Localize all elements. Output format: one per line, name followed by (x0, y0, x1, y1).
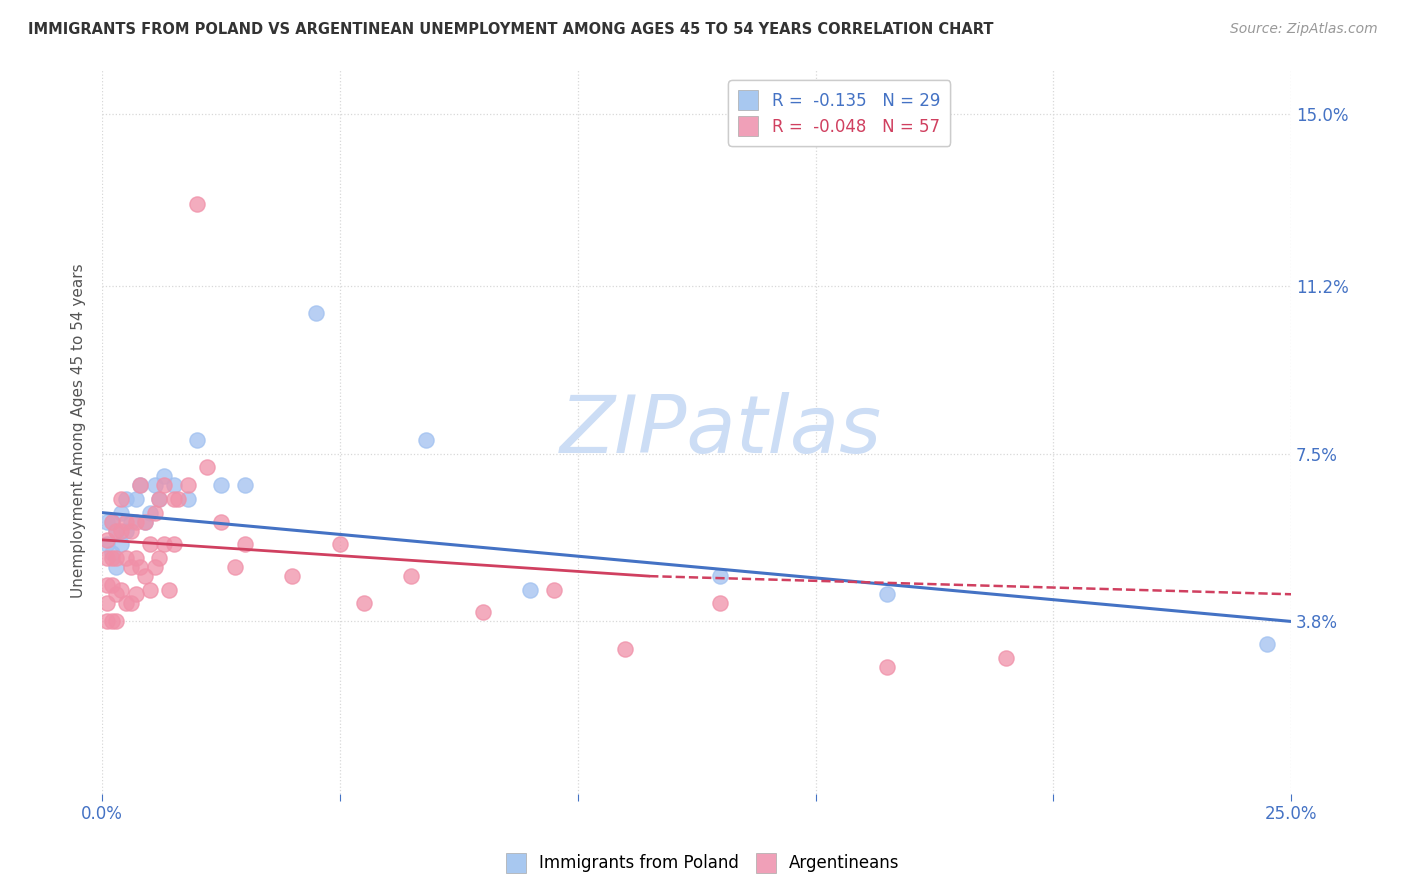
Point (876, 660, 898, 674)
Point (100, 551, 122, 566)
Point (471, 606, 494, 620)
Point (124, 492, 146, 507)
Point (157, 582, 180, 597)
Point (709, 596, 731, 610)
Point (115, 515, 138, 529)
Point (543, 582, 565, 597)
Text: IMMIGRANTS FROM POLAND VS ARGENTINEAN UNEMPLOYMENT AMONG AGES 45 TO 54 YEARS COR: IMMIGRANTS FROM POLAND VS ARGENTINEAN UN… (28, 22, 994, 37)
Point (162, 478, 184, 492)
Point (129, 478, 152, 492)
Point (329, 537, 352, 551)
Point (115, 551, 138, 566)
Point (100, 515, 122, 529)
Point (139, 582, 162, 597)
Point (148, 551, 170, 566)
Point (709, 569, 731, 583)
Point (100, 615, 122, 629)
Point (153, 537, 176, 551)
Point (96, 537, 118, 551)
Point (96, 578, 118, 592)
Point (100, 578, 122, 592)
Point (994, 650, 1017, 665)
Point (209, 515, 232, 529)
Y-axis label: Unemployment Among Ages 45 to 54 years: Unemployment Among Ages 45 to 54 years (72, 264, 86, 599)
Point (134, 515, 156, 529)
Point (519, 582, 541, 597)
Point (115, 524, 138, 538)
Point (105, 560, 128, 574)
Point (110, 582, 132, 597)
Point (139, 506, 162, 520)
Point (153, 478, 176, 492)
Point (134, 569, 156, 583)
Point (120, 524, 142, 538)
Point (186, 197, 208, 211)
Point (415, 433, 437, 447)
Point (233, 537, 256, 551)
Point (96, 596, 118, 610)
Point (105, 551, 128, 566)
Point (134, 515, 156, 529)
Point (96, 515, 118, 529)
Point (209, 478, 232, 492)
Point (233, 478, 256, 492)
Point (143, 560, 166, 574)
Point (1256, 637, 1278, 651)
Point (120, 515, 142, 529)
Point (105, 587, 128, 601)
Point (96, 533, 118, 547)
Point (162, 492, 184, 507)
Point (224, 560, 246, 574)
Point (124, 587, 146, 601)
Point (129, 560, 152, 574)
Point (110, 506, 132, 520)
Point (100, 515, 122, 529)
Point (153, 469, 176, 483)
Point (120, 596, 142, 610)
Point (115, 492, 138, 507)
Point (110, 537, 132, 551)
Point (139, 537, 162, 551)
Point (614, 641, 637, 656)
Point (105, 524, 128, 538)
Text: ZIPatlas: ZIPatlas (560, 392, 882, 470)
Point (148, 492, 170, 507)
Point (115, 596, 138, 610)
Point (110, 492, 132, 507)
Point (143, 478, 166, 492)
Point (96, 615, 118, 629)
Point (124, 515, 146, 529)
Point (96, 551, 118, 566)
Point (305, 306, 328, 320)
Point (162, 537, 184, 551)
Point (120, 560, 142, 574)
Point (110, 524, 132, 538)
Point (186, 433, 208, 447)
Point (148, 492, 170, 507)
Point (105, 615, 128, 629)
Legend: Immigrants from Poland, Argentineans: Immigrants from Poland, Argentineans (499, 847, 907, 880)
Point (177, 492, 200, 507)
Text: Source: ZipAtlas.com: Source: ZipAtlas.com (1230, 22, 1378, 37)
Point (129, 478, 152, 492)
Point (167, 492, 190, 507)
Point (401, 569, 423, 583)
Legend: R =  -0.135   N = 29, R =  -0.048   N = 57: R = -0.135 N = 29, R = -0.048 N = 57 (728, 80, 950, 145)
Point (105, 524, 128, 538)
Point (281, 569, 304, 583)
Point (177, 478, 200, 492)
Point (353, 596, 375, 610)
Point (100, 546, 122, 560)
Point (195, 460, 218, 475)
Point (876, 587, 898, 601)
Point (143, 506, 166, 520)
Point (124, 551, 146, 566)
